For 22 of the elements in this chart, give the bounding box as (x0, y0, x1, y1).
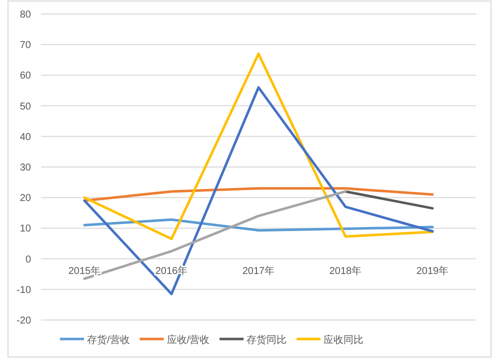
line-series (83, 187, 434, 202)
x-tick-label: 2018年 (329, 264, 362, 277)
legend-label: 存货同比 (246, 334, 287, 346)
y-tick-label: 40 (20, 132, 32, 143)
legend-label: 应收同比 (324, 334, 364, 346)
legend-label: 存货/营收 (87, 334, 130, 346)
y-tick-label: -10 (16, 284, 32, 296)
x-tick-label: 2019年 (416, 264, 449, 277)
y-tick-label: 0 (25, 254, 32, 266)
x-tick-label: 2015年 (68, 264, 101, 277)
legend-label: 应收/营收 (166, 334, 210, 346)
y-tick-label: 80 (20, 10, 32, 20)
y-tick-label: 20 (20, 193, 32, 204)
x-tick-label: 2017年 (242, 264, 275, 277)
line-series (83, 52, 434, 240)
y-tick-label: 60 (20, 70, 32, 82)
y-tick-label: 50 (20, 101, 32, 112)
line-series (83, 218, 434, 232)
y-tick-label: -20 (16, 316, 32, 326)
y-tick-label: 10 (20, 224, 32, 235)
y-tick-label: 30 (20, 162, 32, 174)
y-tick-label: 70 (20, 40, 32, 52)
